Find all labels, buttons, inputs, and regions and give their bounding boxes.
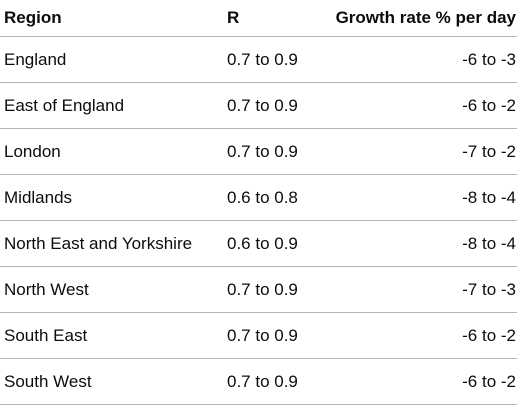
cell-region: South West [0,358,224,405]
table-row: South West 0.7 to 0.9 -6 to -2 [0,358,517,405]
cell-r: 0.7 to 0.9 [224,358,327,405]
header-r: R [224,0,327,37]
cell-region: London [0,128,224,175]
cell-region: North East and Yorkshire [0,220,224,267]
cell-growth-rate: -6 to -3 [327,36,517,83]
header-growth-rate: Growth rate % per day [327,0,517,37]
cell-r: 0.6 to 0.8 [224,174,327,221]
table-row: East of England 0.7 to 0.9 -6 to -2 [0,82,517,129]
cell-growth-rate: -7 to -3 [327,266,517,313]
r-growth-rate-table: Region R Growth rate % per day England 0… [0,0,517,405]
table-header-row: Region R Growth rate % per day [0,0,517,37]
cell-growth-rate: -8 to -4 [327,220,517,267]
cell-growth-rate: -6 to -2 [327,312,517,359]
cell-region: East of England [0,82,224,129]
cell-r: 0.6 to 0.9 [224,220,327,267]
cell-region: North West [0,266,224,313]
cell-r: 0.7 to 0.9 [224,36,327,83]
table-row: North East and Yorkshire 0.6 to 0.9 -8 t… [0,220,517,267]
cell-growth-rate: -8 to -4 [327,174,517,221]
table-header: Region R Growth rate % per day [0,0,517,37]
cell-r: 0.7 to 0.9 [224,312,327,359]
table-row: Midlands 0.6 to 0.8 -8 to -4 [0,174,517,221]
cell-r: 0.7 to 0.9 [224,128,327,175]
header-region: Region [0,0,224,37]
cell-region: England [0,36,224,83]
cell-region: South East [0,312,224,359]
table-row: London 0.7 to 0.9 -7 to -2 [0,128,517,175]
table-row: South East 0.7 to 0.9 -6 to -2 [0,312,517,359]
cell-region: Midlands [0,174,224,221]
table-row: North West 0.7 to 0.9 -7 to -3 [0,266,517,313]
cell-growth-rate: -7 to -2 [327,128,517,175]
cell-r: 0.7 to 0.9 [224,82,327,129]
table-body: England 0.7 to 0.9 -6 to -3 East of Engl… [0,36,517,405]
cell-growth-rate: -6 to -2 [327,82,517,129]
table-row: England 0.7 to 0.9 -6 to -3 [0,36,517,83]
cell-r: 0.7 to 0.9 [224,266,327,313]
cell-growth-rate: -6 to -2 [327,358,517,405]
